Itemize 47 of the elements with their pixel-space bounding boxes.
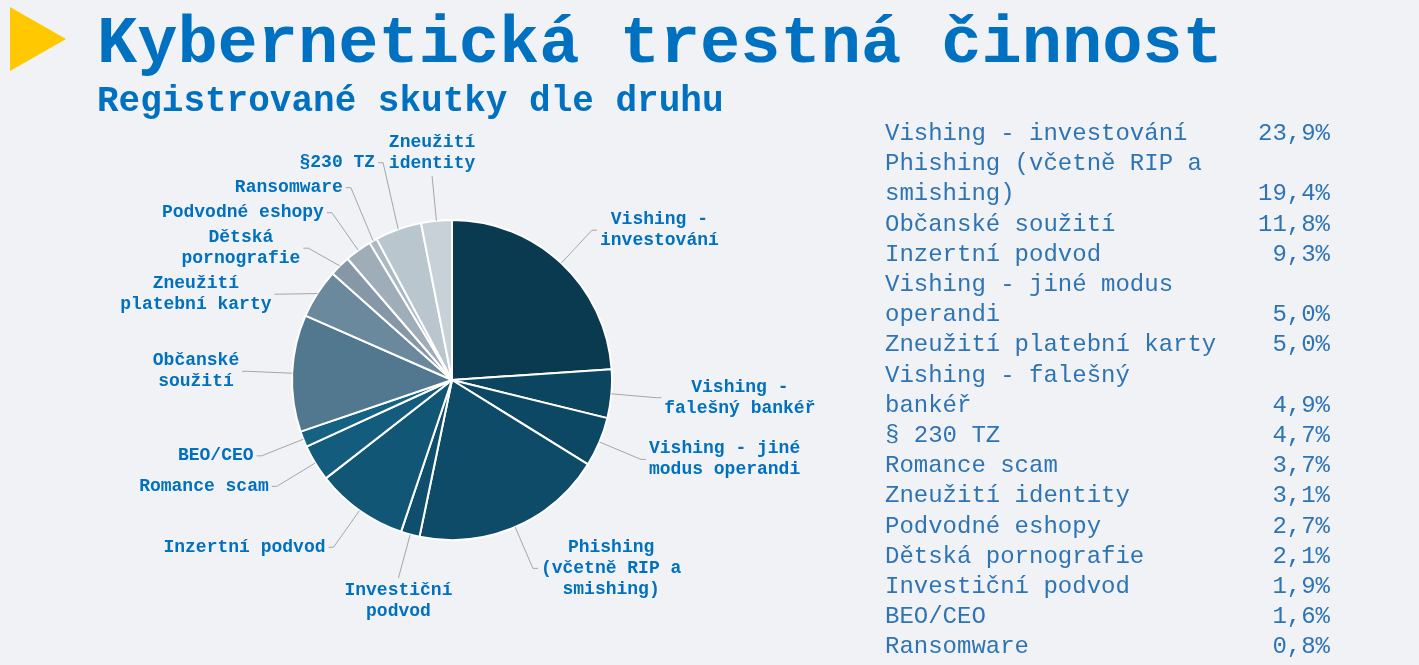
slice-label: Vishing - investování bbox=[599, 209, 719, 251]
slice-label: Vishing - falešný bankéř bbox=[664, 376, 816, 418]
text: Zneužití platební karty bbox=[885, 330, 1218, 361]
text: Vishing - jiné modus operandi bbox=[885, 270, 1175, 331]
text: § 230 TZ bbox=[885, 421, 1002, 452]
text: Vishing - investování bbox=[885, 119, 1189, 149]
text: Inzertní podvod bbox=[885, 239, 1103, 270]
text: Vishing - falešný bankéř bbox=[885, 360, 1131, 421]
text: 4,9% bbox=[1271, 390, 1330, 421]
slice-label: Inzertní podvod bbox=[163, 536, 326, 557]
text: 23,9% bbox=[1257, 119, 1330, 149]
chart-title: Kybernetická trestná činnost bbox=[97, 6, 1223, 82]
text: 2,1% bbox=[1271, 541, 1330, 572]
text: Dětská pornografie bbox=[885, 541, 1146, 572]
slice-label: Zneužití identity bbox=[388, 132, 476, 173]
text: Podvodné eshopy bbox=[885, 511, 1103, 542]
slice-label: Romance scam bbox=[139, 475, 269, 496]
text: 5,0% bbox=[1271, 300, 1330, 331]
text: Občanské soužití bbox=[885, 209, 1117, 240]
text: 11,8% bbox=[1257, 209, 1330, 240]
slice-label: Dětská pornografie bbox=[181, 227, 301, 269]
slice-label: Phishing (včetně RIP a smishing) bbox=[540, 536, 682, 599]
text: 5,0% bbox=[1271, 330, 1330, 361]
text: Investiční podvod bbox=[885, 572, 1131, 603]
slice-label: Podvodné eshopy bbox=[161, 202, 325, 223]
text: 4,7% bbox=[1271, 421, 1330, 452]
slice-label: Investiční podvod bbox=[344, 579, 453, 621]
slice-label: Zneužití platební karty bbox=[120, 273, 272, 315]
text: 19,4% bbox=[1257, 179, 1330, 210]
text: Zneužití identity bbox=[885, 481, 1131, 512]
text: Ransomware bbox=[885, 632, 1031, 663]
slice-label: §230 TZ bbox=[299, 152, 376, 173]
text: 2,7% bbox=[1271, 511, 1330, 542]
text: 9,3% bbox=[1271, 239, 1330, 270]
slice-label: Ransomware bbox=[234, 177, 343, 198]
text: BEO/CEO bbox=[885, 602, 987, 633]
text: Romance scam bbox=[885, 451, 1059, 482]
text: 1,9% bbox=[1271, 572, 1330, 603]
chart-subtitle: Registrované skutky dle druhu bbox=[97, 81, 724, 122]
slice-label: Vishing - jiné modus operandi bbox=[648, 438, 801, 480]
text: 3,1% bbox=[1271, 481, 1330, 512]
text: 3,7% bbox=[1271, 451, 1330, 482]
slice-label: Občanské soužití bbox=[152, 350, 240, 392]
text: Phishing (včetně RIP a smishing) bbox=[885, 149, 1203, 210]
text: 0,8% bbox=[1271, 632, 1330, 663]
slice-label: BEO/CEO bbox=[177, 445, 254, 466]
text: 1,6% bbox=[1271, 602, 1330, 633]
